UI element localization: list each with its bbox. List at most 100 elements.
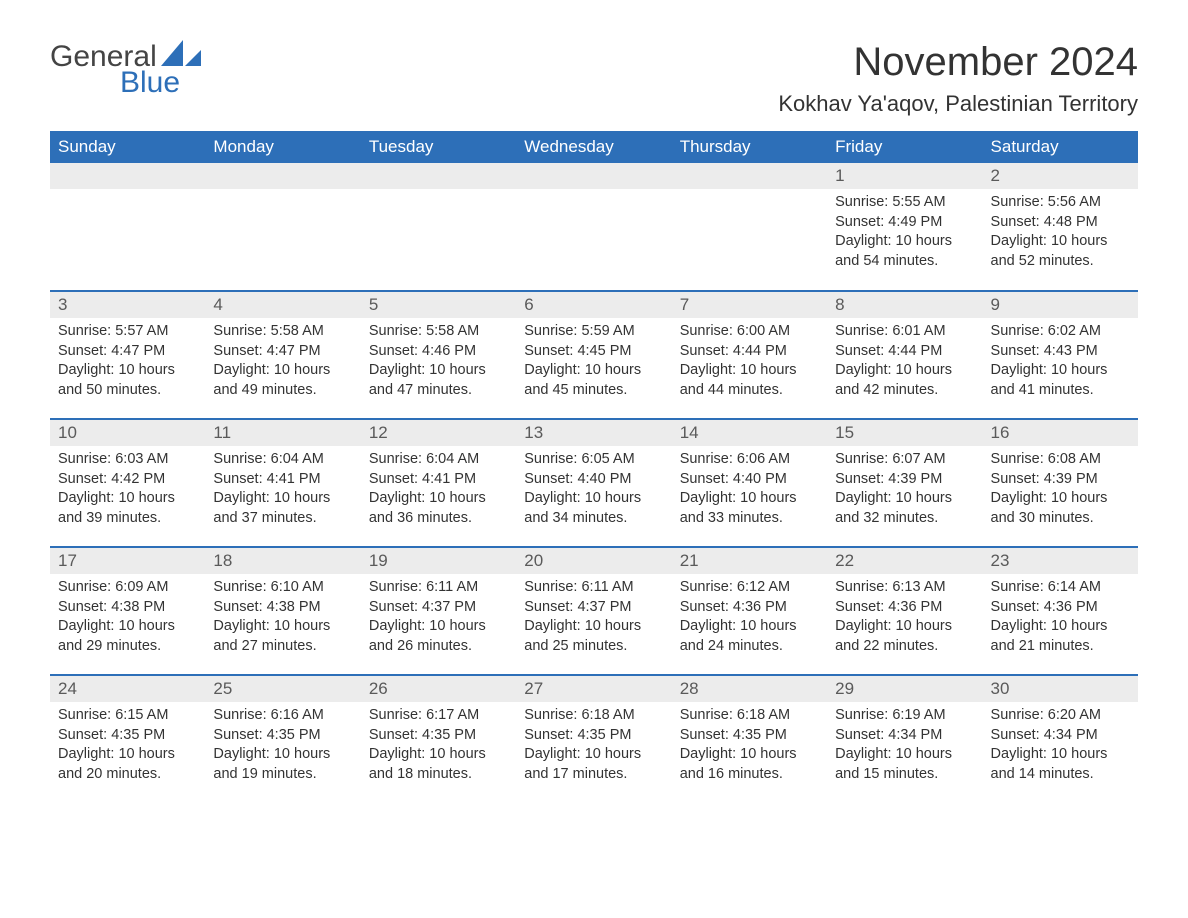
daylight-line: Daylight: 10 hours and 20 minutes. bbox=[58, 745, 197, 784]
sunrise-line: Sunrise: 6:20 AM bbox=[991, 706, 1130, 726]
sunset-line: Sunset: 4:34 PM bbox=[835, 726, 974, 746]
day-number: 24 bbox=[50, 676, 205, 702]
calendar-day-cell: 25Sunrise: 6:16 AMSunset: 4:35 PMDayligh… bbox=[205, 675, 360, 803]
calendar-day-cell: 13Sunrise: 6:05 AMSunset: 4:40 PMDayligh… bbox=[516, 419, 671, 547]
day-details: Sunrise: 5:58 AMSunset: 4:46 PMDaylight:… bbox=[361, 318, 516, 408]
day-number: 4 bbox=[205, 292, 360, 318]
daylight-line: Daylight: 10 hours and 22 minutes. bbox=[835, 617, 974, 656]
sunset-line: Sunset: 4:44 PM bbox=[680, 342, 819, 362]
logo: General Blue bbox=[50, 40, 201, 98]
day-details: Sunrise: 6:11 AMSunset: 4:37 PMDaylight:… bbox=[361, 574, 516, 664]
calendar-empty-cell bbox=[361, 163, 516, 291]
day-number: 21 bbox=[672, 548, 827, 574]
day-details: Sunrise: 6:15 AMSunset: 4:35 PMDaylight:… bbox=[50, 702, 205, 792]
sunrise-line: Sunrise: 6:16 AM bbox=[213, 706, 352, 726]
calendar-day-cell: 23Sunrise: 6:14 AMSunset: 4:36 PMDayligh… bbox=[983, 547, 1138, 675]
sunrise-line: Sunrise: 6:09 AM bbox=[58, 578, 197, 598]
sunrise-line: Sunrise: 6:00 AM bbox=[680, 322, 819, 342]
calendar-day-cell: 16Sunrise: 6:08 AMSunset: 4:39 PMDayligh… bbox=[983, 419, 1138, 547]
sunrise-line: Sunrise: 5:58 AM bbox=[369, 322, 508, 342]
daylight-line: Daylight: 10 hours and 24 minutes. bbox=[680, 617, 819, 656]
day-details: Sunrise: 6:08 AMSunset: 4:39 PMDaylight:… bbox=[983, 446, 1138, 536]
weekday-header: Friday bbox=[827, 131, 982, 163]
calendar-day-cell: 20Sunrise: 6:11 AMSunset: 4:37 PMDayligh… bbox=[516, 547, 671, 675]
calendar-day-cell: 12 Sunrise: 6:04 AMSunset: 4:41 PMDayligh… bbox=[361, 419, 516, 547]
sunset-line: Sunset: 4:37 PM bbox=[369, 598, 508, 618]
day-details: Sunrise: 6:10 AMSunset: 4:38 PMDaylight:… bbox=[205, 574, 360, 664]
day-number: 3 bbox=[50, 292, 205, 318]
calendar-day-cell: 26Sunrise: 6:17 AMSunset: 4:35 PMDayligh… bbox=[361, 675, 516, 803]
day-number: 1 bbox=[827, 163, 982, 189]
day-details: Sunrise: 6:11 AMSunset: 4:37 PMDaylight:… bbox=[516, 574, 671, 664]
sunrise-line: Sunrise: 5:55 AM bbox=[835, 193, 974, 213]
day-details: Sunrise: 6:14 AMSunset: 4:36 PMDaylight:… bbox=[983, 574, 1138, 664]
sunset-line: Sunset: 4:37 PM bbox=[524, 598, 663, 618]
day-details: Sunrise: 6:20 AMSunset: 4:34 PMDaylight:… bbox=[983, 702, 1138, 792]
day-details: Sunrise: 6:17 AMSunset: 4:35 PMDaylight:… bbox=[361, 702, 516, 792]
day-number: 8 bbox=[827, 292, 982, 318]
calendar-day-cell: 1Sunrise: 5:55 AMSunset: 4:49 PMDaylight… bbox=[827, 163, 982, 291]
day-number: 26 bbox=[361, 676, 516, 702]
sunset-line: Sunset: 4:47 PM bbox=[58, 342, 197, 362]
daylight-line: Daylight: 10 hours and 36 minutes. bbox=[369, 489, 508, 528]
calendar-day-cell: 27Sunrise: 6:18 AMSunset: 4:35 PMDayligh… bbox=[516, 675, 671, 803]
day-number: 27 bbox=[516, 676, 671, 702]
sunrise-line: Sunrise: 6:04 AM bbox=[369, 450, 508, 470]
day-number: 29 bbox=[827, 676, 982, 702]
day-details: Sunrise: 6:05 AMSunset: 4:40 PMDaylight:… bbox=[516, 446, 671, 536]
daylight-line: Daylight: 10 hours and 45 minutes. bbox=[524, 361, 663, 400]
calendar-week-row: 1Sunrise: 5:55 AMSunset: 4:49 PMDaylight… bbox=[50, 163, 1138, 291]
day-details: Sunrise: 5:56 AMSunset: 4:48 PMDaylight:… bbox=[983, 189, 1138, 279]
sunrise-line: Sunrise: 6:10 AM bbox=[213, 578, 352, 598]
sunrise-line: Sunrise: 6:03 AM bbox=[58, 450, 197, 470]
sunrise-line: Sunrise: 6:15 AM bbox=[58, 706, 197, 726]
sunset-line: Sunset: 4:38 PM bbox=[58, 598, 197, 618]
sunset-line: Sunset: 4:39 PM bbox=[835, 470, 974, 490]
day-details: Sunrise: 6:04 AMSunset: 4:41 PMDaylight:… bbox=[205, 446, 360, 536]
calendar-day-cell: 21Sunrise: 6:12 AMSunset: 4:36 PMDayligh… bbox=[672, 547, 827, 675]
sunrise-line: Sunrise: 5:59 AM bbox=[524, 322, 663, 342]
sunrise-line: Sunrise: 6:04 AM bbox=[213, 450, 352, 470]
daylight-line: Daylight: 10 hours and 17 minutes. bbox=[524, 745, 663, 784]
sunset-line: Sunset: 4:42 PM bbox=[58, 470, 197, 490]
day-number: 9 bbox=[983, 292, 1138, 318]
sunrise-line: Sunrise: 6:11 AM bbox=[524, 578, 663, 598]
sunset-line: Sunset: 4:41 PM bbox=[369, 470, 508, 490]
calendar-day-cell: 30Sunrise: 6:20 AMSunset: 4:34 PMDayligh… bbox=[983, 675, 1138, 803]
sunrise-line: Sunrise: 6:12 AM bbox=[680, 578, 819, 598]
sunset-line: Sunset: 4:40 PM bbox=[680, 470, 819, 490]
calendar-day-cell: 3Sunrise: 5:57 AMSunset: 4:47 PMDaylight… bbox=[50, 291, 205, 419]
sunrise-line: Sunrise: 6:11 AM bbox=[369, 578, 508, 598]
sunset-line: Sunset: 4:34 PM bbox=[991, 726, 1130, 746]
daylight-line: Daylight: 10 hours and 52 minutes. bbox=[991, 232, 1130, 271]
day-number: 13 bbox=[516, 420, 671, 446]
daylight-line: Daylight: 10 hours and 49 minutes. bbox=[213, 361, 352, 400]
day-number: 2 bbox=[983, 163, 1138, 189]
sunrise-line: Sunrise: 6:05 AM bbox=[524, 450, 663, 470]
day-number: 5 bbox=[361, 292, 516, 318]
day-number: 14 bbox=[672, 420, 827, 446]
day-number: 12 bbox=[361, 420, 516, 446]
weekday-header: Thursday bbox=[672, 131, 827, 163]
sunrise-line: Sunrise: 6:13 AM bbox=[835, 578, 974, 598]
daylight-line: Daylight: 10 hours and 19 minutes. bbox=[213, 745, 352, 784]
calendar-week-row: 10Sunrise: 6:03 AMSunset: 4:42 PMDayligh… bbox=[50, 419, 1138, 547]
day-number: 23 bbox=[983, 548, 1138, 574]
sunrise-line: Sunrise: 6:18 AM bbox=[524, 706, 663, 726]
sunset-line: Sunset: 4:35 PM bbox=[369, 726, 508, 746]
sunset-line: Sunset: 4:35 PM bbox=[680, 726, 819, 746]
day-details: Sunrise: 6:16 AMSunset: 4:35 PMDaylight:… bbox=[205, 702, 360, 792]
weekday-header: Saturday bbox=[983, 131, 1138, 163]
sunset-line: Sunset: 4:35 PM bbox=[58, 726, 197, 746]
sunset-line: Sunset: 4:43 PM bbox=[991, 342, 1130, 362]
day-details: Sunrise: 6:03 AMSunset: 4:42 PMDaylight:… bbox=[50, 446, 205, 536]
daylight-line: Daylight: 10 hours and 26 minutes. bbox=[369, 617, 508, 656]
calendar-week-row: 24Sunrise: 6:15 AMSunset: 4:35 PMDayligh… bbox=[50, 675, 1138, 803]
calendar-empty-cell bbox=[205, 163, 360, 291]
day-details: Sunrise: 6:02 AMSunset: 4:43 PMDaylight:… bbox=[983, 318, 1138, 408]
calendar-day-cell: 9Sunrise: 6:02 AMSunset: 4:43 PMDaylight… bbox=[983, 291, 1138, 419]
daylight-line: Daylight: 10 hours and 21 minutes. bbox=[991, 617, 1130, 656]
daylight-line: Daylight: 10 hours and 29 minutes. bbox=[58, 617, 197, 656]
sunrise-line: Sunrise: 5:57 AM bbox=[58, 322, 197, 342]
empty-daynum-bar bbox=[672, 163, 827, 189]
